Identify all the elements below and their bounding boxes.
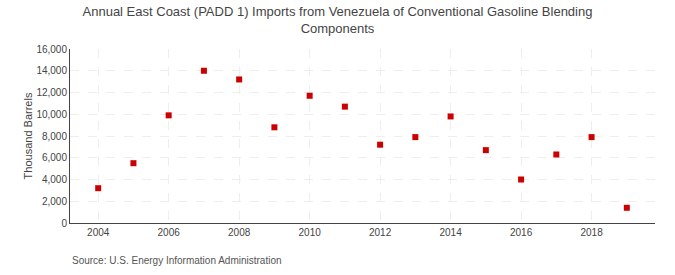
- svg-text:16,000: 16,000: [36, 44, 67, 55]
- svg-text:2016: 2016: [510, 227, 533, 238]
- svg-text:2012: 2012: [369, 227, 392, 238]
- svg-text:12,000: 12,000: [36, 87, 67, 98]
- svg-text:2004: 2004: [87, 227, 110, 238]
- svg-text:4,000: 4,000: [42, 174, 67, 185]
- svg-text:2018: 2018: [580, 227, 603, 238]
- svg-text:2014: 2014: [439, 227, 462, 238]
- svg-text:0: 0: [61, 218, 67, 229]
- svg-text:2010: 2010: [299, 227, 322, 238]
- svg-text:6,000: 6,000: [42, 152, 67, 163]
- svg-text:Annual East Coast (PADD 1) Imp: Annual East Coast (PADD 1) Imports from …: [83, 4, 593, 36]
- svg-text:2008: 2008: [228, 227, 251, 238]
- svg-text:14,000: 14,000: [36, 65, 67, 76]
- svg-text:Thousand Barrels: Thousand Barrels: [22, 92, 34, 179]
- svg-text:2,000: 2,000: [42, 196, 67, 207]
- svg-text:2006: 2006: [158, 227, 181, 238]
- svg-text:Source: U.S. Energy Informatio: Source: U.S. Energy Information Administ…: [72, 255, 282, 266]
- svg-text:8,000: 8,000: [42, 131, 67, 142]
- svg-text:10,000: 10,000: [36, 109, 67, 120]
